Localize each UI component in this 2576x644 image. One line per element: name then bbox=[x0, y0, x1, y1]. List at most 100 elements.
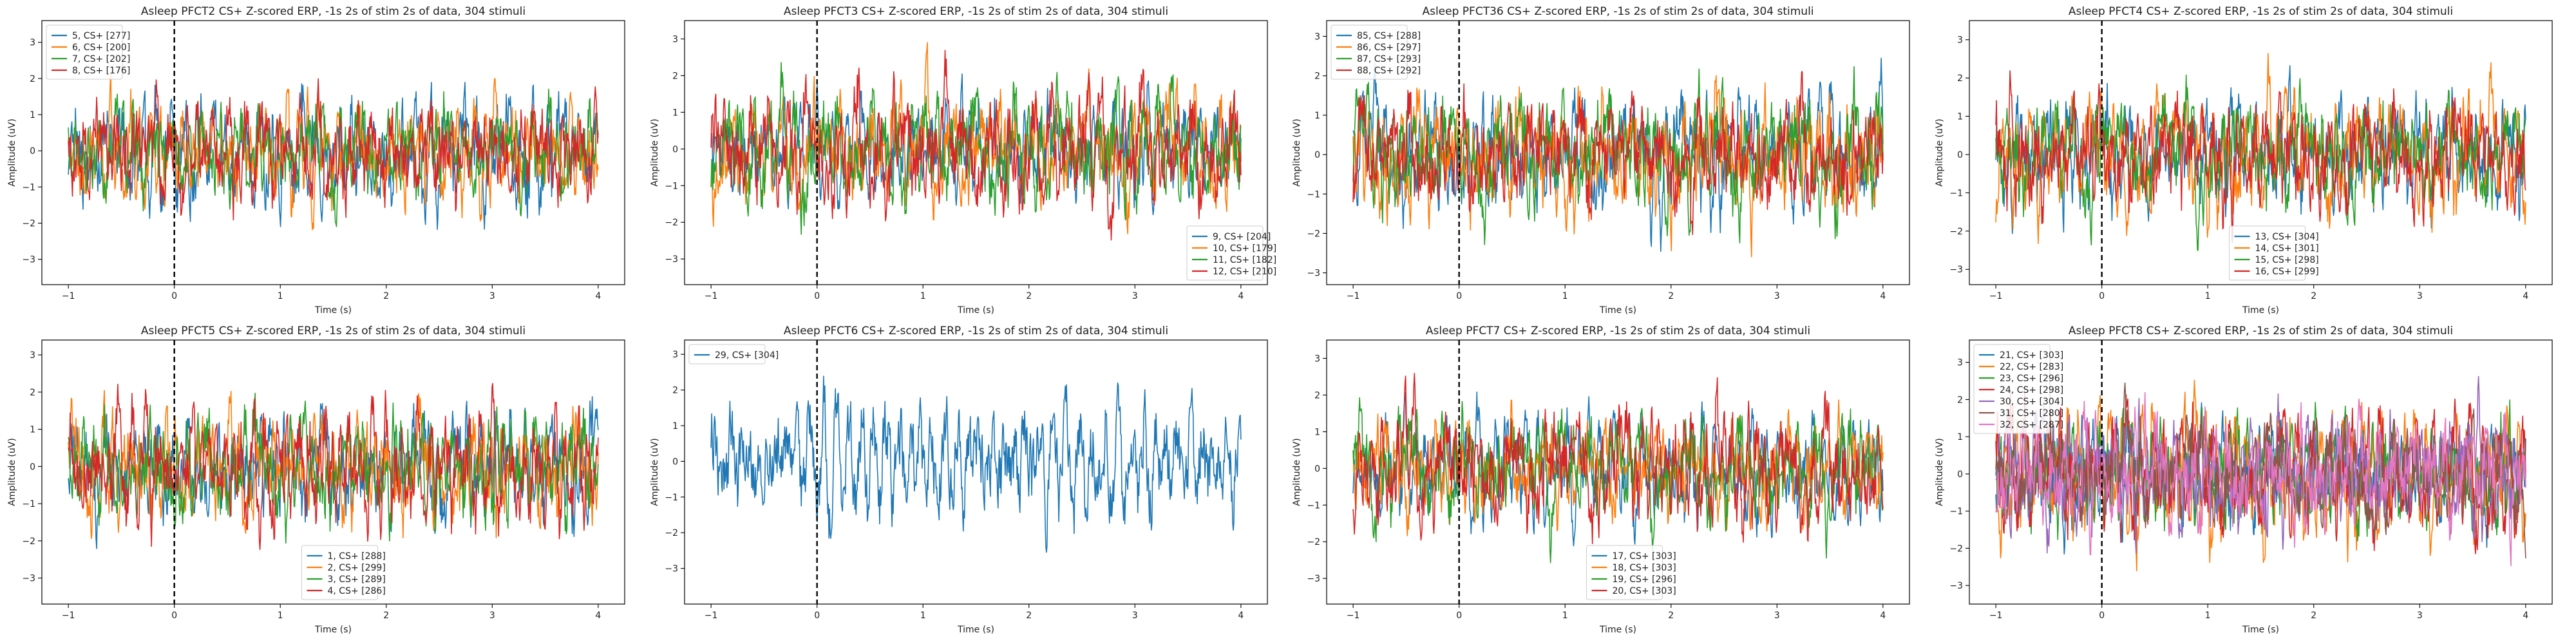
y-tick-label: 3 bbox=[30, 38, 35, 48]
y-tick-label: −3 bbox=[1307, 269, 1320, 279]
y-tick-label: −2 bbox=[22, 219, 35, 229]
y-tick-label: 1 bbox=[1957, 112, 1963, 122]
subplot-5: Asleep PFCT5 CS+ Z-scored ERP, -1s 2s of… bbox=[7, 325, 625, 635]
x-tick-label: 0 bbox=[2099, 291, 2105, 301]
legend-box bbox=[1186, 225, 1264, 281]
x-tick-label: 3 bbox=[2417, 611, 2423, 621]
legend-entry: 23, CS+ [296] bbox=[2000, 374, 2063, 384]
legend-entry: 10, CS+ [179] bbox=[1213, 243, 1276, 254]
y-tick-label: −2 bbox=[665, 528, 678, 538]
x-tick-label: 4 bbox=[1880, 291, 1886, 301]
y-axis-label: Amplitude (uV) bbox=[650, 118, 660, 187]
x-tick-label: 0 bbox=[814, 611, 820, 621]
y-tick-label: −3 bbox=[1949, 581, 1963, 591]
x-tick-label: 4 bbox=[595, 291, 601, 301]
series-lines bbox=[1352, 57, 1884, 258]
legend-entry: 9, CS+ [204] bbox=[1213, 232, 1271, 242]
y-tick-label: −3 bbox=[1949, 265, 1963, 275]
x-tick-label: 1 bbox=[1562, 611, 1568, 621]
subplot-title: Asleep PFCT4 CS+ Z-scored ERP, -1s 2s of… bbox=[2069, 5, 2453, 18]
x-tick-label: 3 bbox=[1132, 611, 1138, 621]
legend-entry: 14, CS+ [301] bbox=[2255, 243, 2319, 254]
legend-entry: 32, CS+ [287] bbox=[2000, 420, 2063, 430]
y-tick-label: −3 bbox=[665, 564, 678, 574]
y-axis-label: Amplitude (uV) bbox=[1935, 118, 1945, 187]
y-tick-label: −1 bbox=[1949, 507, 1963, 517]
series-lines bbox=[1995, 53, 2526, 251]
subplot-title: Asleep PFCT5 CS+ Z-scored ERP, -1s 2s of… bbox=[141, 325, 526, 337]
y-tick-label: 2 bbox=[30, 388, 35, 398]
subplot-7: Asleep PFCT7 CS+ Z-scored ERP, -1s 2s of… bbox=[1292, 325, 1910, 635]
x-tick-label: 4 bbox=[1880, 611, 1886, 621]
axes-frame bbox=[1969, 339, 2553, 605]
series-line-1 bbox=[1352, 392, 1884, 547]
x-tick-label: 2 bbox=[1026, 611, 1032, 621]
legend: 1, CS+ [288]2, CS+ [299]3, CS+ [289]4, C… bbox=[301, 545, 386, 600]
y-tick-label: 3 bbox=[1957, 358, 1963, 368]
axes-frame bbox=[1969, 20, 2553, 285]
x-axis-label: Time (s) bbox=[957, 625, 994, 635]
legend-box bbox=[688, 344, 766, 365]
axes-frame bbox=[1326, 339, 1910, 605]
x-tick-label: 1 bbox=[920, 611, 926, 621]
subplot-title: Asleep PFCT8 CS+ Z-scored ERP, -1s 2s of… bbox=[2069, 325, 2453, 337]
x-tick-label: 0 bbox=[2099, 611, 2105, 621]
series-lines bbox=[710, 42, 1242, 241]
legend-entry: 21, CS+ [303] bbox=[2000, 350, 2063, 361]
axes-frame bbox=[41, 20, 625, 285]
series-lines bbox=[710, 375, 1242, 553]
y-tick-label: 0 bbox=[672, 144, 678, 155]
x-tick-label: 2 bbox=[1668, 611, 1674, 621]
x-tick-label: 1 bbox=[2205, 291, 2211, 301]
y-axis-label: Amplitude (uV) bbox=[1935, 438, 1945, 506]
legend: 21, CS+ [303]22, CS+ [283] 23, CS+ [296]2… bbox=[1973, 344, 2063, 434]
axes-frame bbox=[1326, 20, 1910, 285]
y-tick-label: 0 bbox=[30, 462, 35, 472]
x-tick-label: 0 bbox=[1456, 611, 1462, 621]
x-tick-label: 2 bbox=[383, 291, 389, 301]
x-tick-label: 4 bbox=[2523, 611, 2528, 621]
legend-entry: 6, CS+ [200] bbox=[72, 43, 130, 53]
x-tick-label: 1 bbox=[278, 291, 283, 301]
y-tick-label: 1 bbox=[30, 110, 35, 120]
subplot-3: Asleep PFCT36 CS+ Z-scored ERP, -1s 2s o… bbox=[1292, 5, 1910, 316]
y-tick-label: −2 bbox=[1949, 227, 1963, 237]
legend-entry: 88, CS+ [292] bbox=[1357, 66, 1421, 76]
x-tick-label: 3 bbox=[2417, 291, 2423, 301]
series-lines bbox=[68, 71, 599, 231]
x-tick-label: 0 bbox=[171, 611, 177, 621]
subplot-title: Asleep PFCT7 CS+ Z-scored ERP, -1s 2s of… bbox=[1426, 325, 1810, 337]
legend-entry: 29, CS+ [304] bbox=[715, 350, 779, 361]
y-tick-label: 1 bbox=[672, 421, 678, 431]
series-lines bbox=[1995, 375, 2526, 572]
x-axis-label: Time (s) bbox=[1599, 625, 1636, 635]
x-axis-label: Time (s) bbox=[2242, 625, 2279, 635]
x-axis-label: Time (s) bbox=[314, 625, 352, 635]
subplot-title: Asleep PFCT3 CS+ Z-scored ERP, -1s 2s of… bbox=[784, 5, 1168, 18]
y-axis-label: Amplitude (uV) bbox=[7, 438, 17, 506]
y-tick-label: −2 bbox=[1307, 229, 1320, 239]
subplot-title: Asleep PFCT6 CS+ Z-scored ERP, -1s 2s of… bbox=[784, 325, 1168, 337]
y-tick-label: 1 bbox=[30, 425, 35, 435]
x-tick-label: 4 bbox=[595, 611, 601, 621]
legend-entry: 19, CS+ [296] bbox=[1613, 574, 1676, 585]
legend: 9, CS+ [204]10, CS+ [179]11, CS+ [182] 12… bbox=[1186, 225, 1276, 281]
y-tick-label: 2 bbox=[1957, 73, 1963, 84]
subplot-6: Asleep PFCT6 CS+ Z-scored ERP, -1s 2s of… bbox=[650, 325, 1268, 635]
legend-entry: 3, CS+ [289] bbox=[328, 574, 386, 585]
y-tick-label: −2 bbox=[1949, 544, 1963, 554]
y-tick-label: 3 bbox=[672, 350, 678, 360]
x-axis-label: Time (s) bbox=[2242, 305, 2279, 316]
y-tick-label: 3 bbox=[672, 34, 678, 44]
y-tick-label: 0 bbox=[1314, 150, 1320, 160]
x-tick-label: −1 bbox=[1347, 611, 1360, 621]
legend-entry: 7, CS+ [202] bbox=[72, 54, 130, 64]
y-tick-label: 2 bbox=[672, 71, 678, 81]
legend-entry: 31, CS+ [280] bbox=[2000, 408, 2063, 419]
legend-entry: 8, CS+ [176] bbox=[72, 66, 130, 76]
x-tick-label: −1 bbox=[1989, 611, 2003, 621]
y-tick-label: 1 bbox=[672, 108, 678, 118]
x-tick-label: 3 bbox=[489, 291, 495, 301]
legend-box bbox=[301, 545, 378, 600]
